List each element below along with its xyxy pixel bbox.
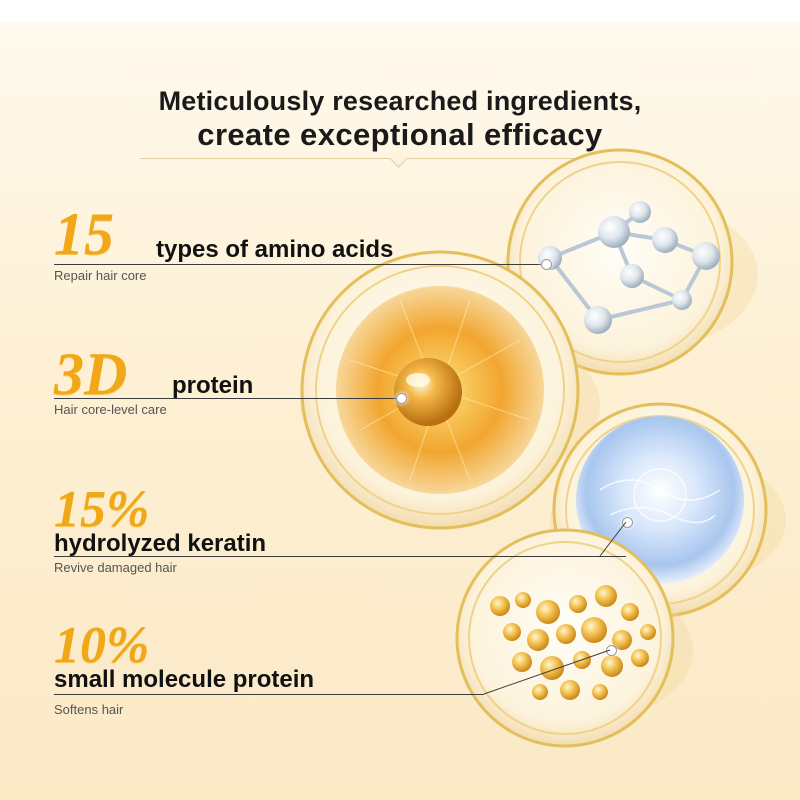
amino-acid-dish (502, 148, 758, 376)
amino-acid-label: types of amino acids (156, 236, 394, 263)
small-molecule-pointer-dot (606, 645, 617, 656)
headline-line-1: Meticulously researched ingredients, (158, 86, 642, 116)
amino-acid-caption: Repair hair core (54, 268, 147, 283)
amino-acid-pointer-dot (541, 259, 552, 270)
amino-acid-count: 15 (54, 201, 114, 267)
small-molecule-pointer-line (54, 694, 484, 695)
protein-type: 3D (54, 341, 128, 407)
keratin-caption: Revive damaged hair (54, 560, 177, 575)
protein-pointer-dot (396, 393, 407, 404)
keratin-label: hydrolyzed keratin (54, 530, 267, 557)
keratin-percentage: 15% (54, 481, 150, 538)
protein-caption: Hair core-level care (54, 402, 167, 417)
small-molecule-caption: Softens hair (54, 702, 124, 717)
small-molecule-label: small molecule protein (54, 666, 315, 693)
keratin-pointer-line (54, 556, 626, 557)
protein-pointer-line (54, 398, 400, 399)
top-white-strip (0, 0, 800, 22)
keratin-pointer-dot (622, 517, 633, 528)
protein-dish (300, 250, 600, 530)
amino-acid-pointer-line (54, 264, 546, 265)
headline-line-2: create exceptional efficacy (197, 117, 603, 152)
protein-label: protein (172, 372, 254, 399)
small-molecule-percentage: 10% (54, 617, 150, 674)
